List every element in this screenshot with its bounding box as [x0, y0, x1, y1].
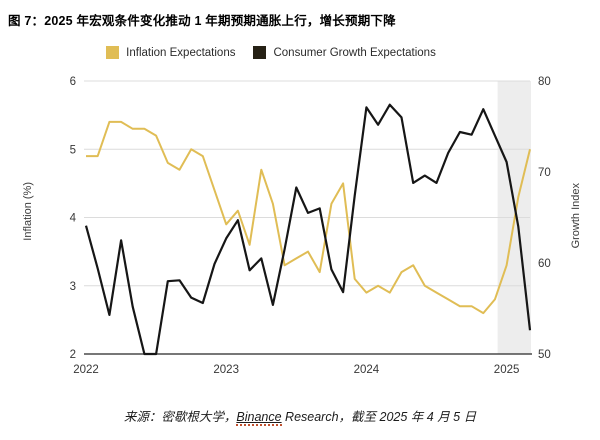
y-tick-4: 4	[70, 213, 77, 225]
y-tick-5: 5	[70, 144, 76, 156]
x-tick-2023: 2023	[213, 364, 239, 376]
growth-swatch-icon	[253, 46, 267, 59]
source-note: 来源：密歇根大学，Binance Research，截至 2025 年 4 月 …	[0, 406, 600, 426]
legend-item-inflation: Inflation Expectations	[106, 46, 235, 59]
y-axis-left-tick-labels: 6 5 4 3 2	[70, 76, 77, 361]
right-axis-title: Growth Index	[570, 183, 582, 249]
y-tick-2: 2	[70, 349, 76, 361]
legend-item-growth: Consumer Growth Expectations	[253, 46, 436, 59]
gridlines	[84, 80, 530, 287]
x-tick-2025: 2025	[494, 364, 520, 376]
growth-legend-label: Consumer Growth Expectations	[273, 46, 436, 59]
y-tick-80: 80	[538, 76, 551, 88]
source-rest: Research，截至 2025 年 4 月 5 日	[281, 410, 477, 424]
source-prefix: 来源：密歇根大学，	[123, 410, 237, 424]
y-axis-right-tick-labels: 80 70 60 50	[538, 76, 551, 361]
growth-line	[84, 103, 532, 356]
x-tick-2024: 2024	[354, 364, 380, 376]
plot-svg: 6 5 4 3 2 80 70 60 50 2022 2023 2024 202…	[70, 76, 551, 376]
x-tick-2022: 2022	[73, 364, 99, 376]
inflation-swatch-icon	[106, 46, 120, 59]
x-axis-tick-labels: 2022 2023 2024 2025	[73, 364, 519, 376]
y-tick-60: 60	[538, 258, 551, 270]
figure-title: 图 7：2025 年宏观条件变化推动 1 年期预期通胀上行，增长预期下降	[8, 14, 396, 28]
y-tick-3: 3	[70, 281, 76, 293]
y-tick-6: 6	[70, 76, 76, 88]
y-tick-50: 50	[538, 349, 551, 361]
inflation-legend-label: Inflation Expectations	[126, 46, 236, 59]
chart-area: 6 5 4 3 2 80 70 60 50 2022 2023 2024 202…	[0, 70, 600, 380]
chart-legend: Inflation Expectations Consumer Growth E…	[0, 46, 571, 59]
y-tick-70: 70	[538, 167, 551, 179]
inflation-line	[86, 120, 531, 315]
left-axis-title: Inflation (%)	[22, 182, 34, 241]
binance-text: Binance	[236, 410, 282, 426]
